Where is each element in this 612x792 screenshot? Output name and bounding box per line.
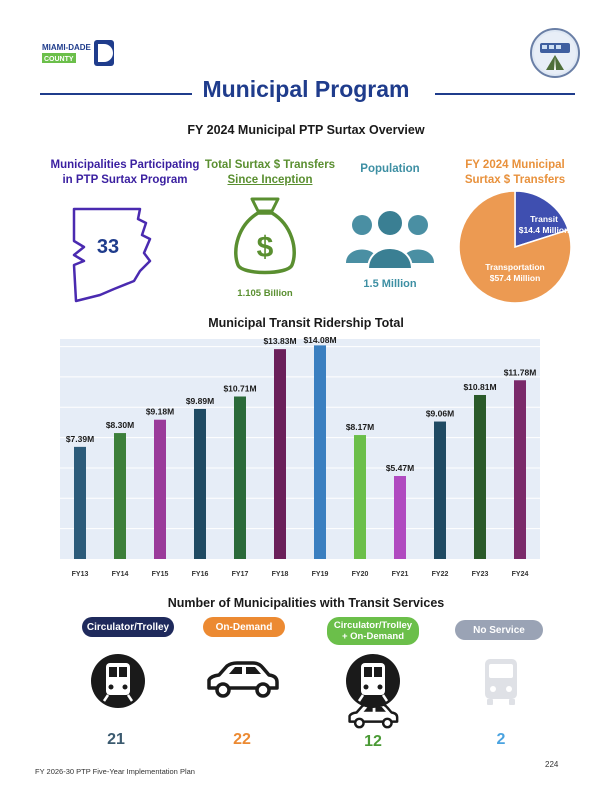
x-tick-label: FY13: [72, 571, 89, 578]
pie-label-transit-name: Transit: [530, 214, 558, 224]
kpi-municipalities-line1: Municipalities Participating: [50, 159, 200, 171]
logo-top-text: MIAMI-DADE: [42, 43, 92, 52]
service-pill-circulator: Circulator/Trolley: [82, 617, 174, 637]
overview-title: FY 2024 Municipal PTP Surtax Overview: [187, 123, 425, 137]
pie-label-transportation-name: Transportation: [485, 262, 545, 272]
pie-label-transportation: Transportation $57.4 Million: [472, 262, 558, 284]
pie-slice-transit: [514, 190, 570, 249]
population-value: 1.5 Million: [363, 278, 417, 290]
surtax-transfers-pie: Transit $14.4 Million Transportation $57…: [458, 190, 572, 304]
services-title: Number of Municipalities with Transit Se…: [167, 596, 445, 610]
bar-value-label: $10.71M: [223, 384, 256, 394]
x-tick-label: FY21: [392, 571, 409, 578]
service-count-on-demand: 22: [233, 731, 251, 748]
logo-bottom-text: COUNTY: [44, 56, 74, 63]
kpi-fy2024-line2: Surtax $ Transfers: [464, 174, 566, 186]
trolley-icon: [90, 653, 146, 709]
bus-icon: [473, 655, 529, 711]
kpi-surtax-heading: Total Surtax $ Transfers Since Inception: [190, 158, 350, 188]
people-icon: [340, 205, 440, 275]
kpi-municipalities-heading: Municipalities Participating in PTP Surt…: [40, 158, 210, 188]
kpi-municipalities-line2: in PTP Surtax Program: [62, 174, 188, 186]
pie-slice-transportation: [458, 190, 572, 304]
x-tick-label: FY16: [192, 571, 209, 578]
kpi-population-heading: Population: [360, 163, 420, 175]
ridership-bar-chart: $7.39M FY13 $8.30M FY14 $9.18M FY15 $9.89M FY16…: [60, 334, 540, 584]
surtax-total-value: 1.105 Billion: [237, 288, 293, 299]
bar-fy17: [234, 396, 246, 559]
bar-fy22: [434, 421, 446, 559]
kpi-fy2024-line1: FY 2024 Municipal: [465, 159, 565, 171]
x-tick-label: FY19: [312, 571, 329, 578]
bar-fy13: [74, 446, 86, 559]
x-tick-label: FY23: [472, 571, 489, 578]
bar-value-label: $8.17M: [346, 422, 374, 432]
service-pill-no-service: No Service: [455, 620, 543, 640]
kpi-surtax-line2: Since Inception: [227, 174, 313, 186]
ridership-chart-title: Municipal Transit Ridership Total: [208, 316, 404, 330]
bar-value-label: $10.81M: [463, 382, 496, 392]
bar-fy18: [274, 349, 286, 559]
bar-value-label: $8.30M: [106, 420, 134, 430]
municipalities-count: 33: [96, 236, 120, 258]
bar-value-label: $9.06M: [426, 409, 454, 419]
svg-text:$: $: [257, 231, 274, 264]
bar-value-label: $14.08M: [303, 335, 336, 345]
x-tick-label: FY17: [232, 571, 249, 578]
x-tick-label: FY15: [152, 571, 169, 578]
x-tick-label: FY14: [112, 571, 129, 578]
title-rule-left: [40, 93, 192, 95]
pill3-line2: + On-Demand: [341, 631, 404, 642]
kpi-fy2024-heading: FY 2024 Municipal Surtax $ Transfers: [455, 158, 575, 188]
bar-fy14: [114, 433, 126, 559]
trolley-icon-combined: [345, 653, 401, 709]
kpi-surtax-line1: Total Surtax $ Transfers: [204, 159, 336, 171]
bar-fy23: [474, 394, 486, 559]
miami-dade-logo: MIAMI-DADE COUNTY: [42, 40, 114, 68]
page-number: 224: [545, 760, 559, 769]
pill3-line1: Circulator/Trolley: [333, 620, 413, 631]
car-icon: [205, 660, 280, 700]
bar-value-label: $13.83M: [263, 336, 296, 346]
pie-label-transportation-value: $57.4 Million: [489, 273, 541, 283]
bar-fy19: [314, 345, 326, 559]
bar-value-label: $9.89M: [186, 396, 214, 406]
x-tick-label: FY22: [432, 571, 449, 578]
x-tick-label: FY20: [352, 571, 369, 578]
x-tick-label: FY24: [512, 571, 529, 578]
service-count-combined: 12: [364, 733, 382, 750]
service-pill-circulator-on-demand: Circulator/Trolley + On-Demand: [327, 617, 419, 645]
bar-value-label: $9.18M: [146, 407, 174, 417]
service-pill-on-demand: On-Demand: [203, 617, 285, 637]
title-rule-right: [435, 93, 575, 95]
car-icon-combined: [346, 702, 400, 730]
chart-plot-area: [60, 339, 540, 559]
x-tick-label: FY18: [272, 571, 289, 578]
bar-value-label: $5.47M: [386, 463, 414, 473]
footer-text: FY 2026-30 PTP Five-Year Implementation …: [35, 767, 195, 776]
page-title: Municipal Program: [202, 76, 410, 102]
bar-fy24: [514, 380, 526, 559]
bar-value-label: $7.39M: [66, 434, 94, 444]
bar-fy20: [354, 435, 366, 559]
pie-label-transit: Transit $14.4 Million: [516, 214, 572, 236]
bar-fy16: [194, 408, 206, 559]
county-map-icon: [70, 205, 155, 305]
bar-fy21: [394, 476, 406, 559]
service-count-no-service: 2: [496, 731, 506, 748]
transit-seal-icon: [530, 28, 580, 78]
bar-fy15: [154, 419, 166, 559]
bar-value-label: $11.78M: [504, 367, 537, 377]
money-bag-icon: $: [230, 195, 300, 280]
service-count-circulator: 21: [107, 731, 125, 748]
pie-label-transit-value: $14.4 Million: [518, 225, 570, 235]
